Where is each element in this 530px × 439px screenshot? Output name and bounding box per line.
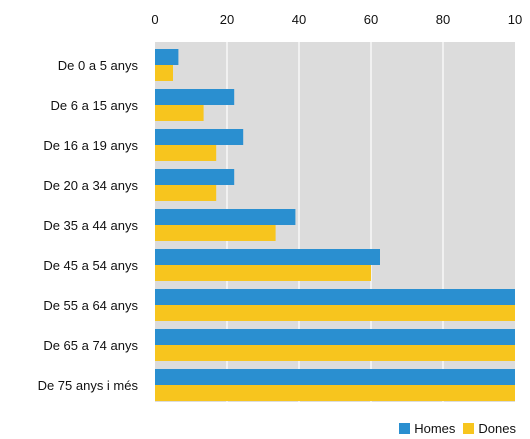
bar-dones-8 bbox=[155, 385, 515, 401]
x-tick-label: 20 bbox=[220, 12, 234, 27]
bar-homes-0 bbox=[155, 49, 179, 65]
x-tick-label: 10 bbox=[508, 12, 522, 27]
bar-dones-3 bbox=[155, 185, 217, 201]
category-label: De 35 a 44 anys bbox=[43, 218, 138, 233]
legend-item-dones: Dones bbox=[463, 421, 516, 436]
bar-homes-2 bbox=[155, 129, 244, 145]
legend-item-homes: Homes bbox=[399, 421, 455, 436]
bar-homes-8 bbox=[155, 369, 515, 385]
bar-dones-7 bbox=[155, 345, 515, 361]
bar-homes-7 bbox=[155, 329, 515, 345]
bars bbox=[155, 49, 515, 401]
bar-homes-4 bbox=[155, 209, 296, 225]
category-label: De 55 a 64 anys bbox=[43, 298, 138, 313]
x-tick-label: 80 bbox=[436, 12, 450, 27]
category-labels: De 0 a 5 anys De 6 a 15 anys De 16 a 19 an… bbox=[38, 58, 139, 393]
x-tick-label: 40 bbox=[292, 12, 306, 27]
bar-dones-1 bbox=[155, 105, 204, 121]
x-tick-label: 0 bbox=[151, 12, 158, 27]
category-label: De 16 a 19 anys bbox=[43, 138, 138, 153]
legend-label-dones: Dones bbox=[478, 421, 516, 436]
category-label: De 0 a 5 anys bbox=[58, 58, 139, 73]
legend-swatch-dones bbox=[463, 423, 475, 434]
legend: Homes Dones bbox=[399, 421, 516, 436]
bar-dones-4 bbox=[155, 225, 276, 241]
bar-dones-5 bbox=[155, 265, 371, 281]
category-label: De 75 anys i més bbox=[38, 378, 139, 393]
category-label: De 45 a 54 anys bbox=[43, 258, 138, 273]
bar-homes-3 bbox=[155, 169, 235, 185]
bar-dones-6 bbox=[155, 305, 515, 321]
category-label: De 20 a 34 anys bbox=[43, 178, 138, 193]
x-tick-label: 60 bbox=[364, 12, 378, 27]
x-axis-ticks: 0 20 40 60 80 10 bbox=[151, 12, 522, 27]
bar-homes-6 bbox=[155, 289, 515, 305]
bar-homes-1 bbox=[155, 89, 235, 105]
category-label: De 6 a 15 anys bbox=[51, 98, 139, 113]
legend-swatch-homes bbox=[399, 423, 411, 434]
category-label: De 65 a 74 anys bbox=[43, 338, 138, 353]
bar-homes-5 bbox=[155, 249, 380, 265]
bar-dones-2 bbox=[155, 145, 217, 161]
bar-dones-0 bbox=[155, 65, 173, 81]
legend-label-homes: Homes bbox=[414, 421, 456, 436]
